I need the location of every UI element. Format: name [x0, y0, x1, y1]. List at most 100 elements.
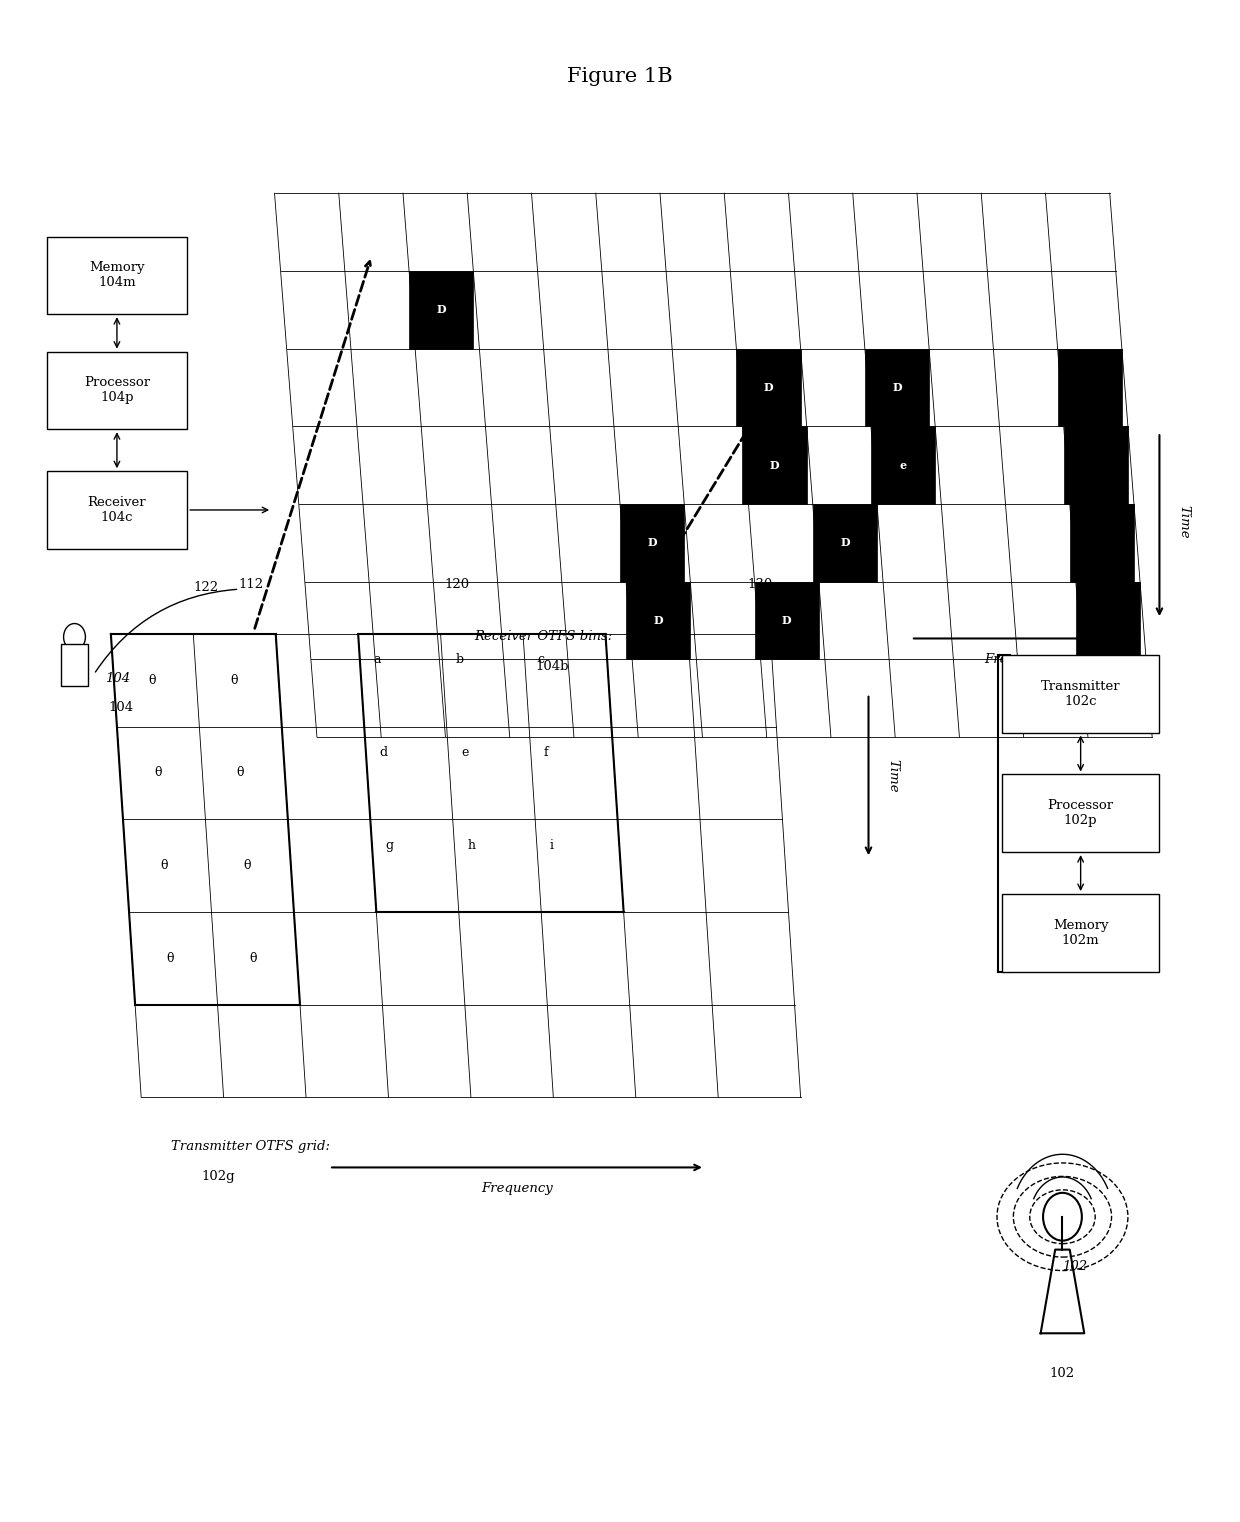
Text: Processor
104p: Processor 104p — [84, 376, 150, 405]
Bar — [123, 819, 206, 912]
Bar — [300, 1005, 382, 1097]
Bar — [812, 504, 877, 581]
Bar — [217, 1005, 300, 1097]
Bar — [465, 1005, 547, 1097]
Text: Memory
102m: Memory 102m — [1053, 919, 1109, 947]
Bar — [280, 271, 345, 349]
Bar — [870, 426, 935, 504]
Bar — [541, 912, 624, 1005]
Text: 130: 130 — [748, 578, 773, 591]
Text: b: b — [455, 653, 464, 667]
Bar — [491, 504, 556, 581]
Bar — [403, 193, 467, 271]
Text: Time: Time — [1178, 505, 1190, 539]
Bar — [351, 349, 415, 426]
Bar — [620, 504, 684, 581]
Text: D: D — [647, 537, 657, 548]
Text: θ: θ — [166, 951, 174, 965]
Bar — [376, 659, 439, 737]
Text: D: D — [770, 460, 780, 470]
Text: 104b: 104b — [536, 661, 569, 673]
Text: e: e — [461, 746, 469, 759]
Bar — [1064, 426, 1128, 504]
Bar — [474, 271, 538, 349]
Text: f: f — [544, 746, 548, 759]
Text: D: D — [782, 615, 791, 626]
Bar — [694, 726, 776, 819]
Bar — [459, 912, 541, 1005]
Bar — [941, 504, 1006, 581]
Bar — [1076, 581, 1140, 659]
FancyBboxPatch shape — [1002, 775, 1159, 852]
Bar — [439, 659, 503, 737]
Text: 122: 122 — [193, 581, 218, 594]
Bar — [624, 912, 706, 1005]
Bar — [274, 193, 339, 271]
Text: Memory
104m: Memory 104m — [89, 262, 145, 289]
Bar — [1070, 504, 1135, 581]
Text: D: D — [653, 615, 663, 626]
Text: Frequency: Frequency — [985, 653, 1056, 667]
Bar — [409, 271, 474, 349]
Bar — [737, 349, 801, 426]
Bar — [117, 726, 200, 819]
Bar — [358, 635, 440, 726]
Text: Time: Time — [887, 759, 900, 793]
Text: D: D — [893, 382, 901, 393]
Bar — [305, 581, 370, 659]
Bar — [467, 193, 532, 271]
Bar — [1070, 504, 1135, 581]
Bar — [299, 504, 363, 581]
Bar — [480, 349, 543, 426]
Bar — [538, 271, 601, 349]
Bar — [691, 581, 755, 659]
Text: 112: 112 — [238, 578, 263, 591]
Bar — [409, 271, 474, 349]
Text: 102: 102 — [1063, 1260, 1087, 1272]
Text: Receiver
104c: Receiver 104c — [88, 496, 146, 524]
Bar — [825, 659, 889, 737]
Bar — [632, 659, 697, 737]
Bar — [1018, 659, 1081, 737]
Bar — [701, 819, 782, 912]
Bar — [795, 271, 859, 349]
Bar — [807, 426, 870, 504]
Bar — [608, 349, 672, 426]
Bar — [870, 426, 935, 504]
Bar — [947, 581, 1012, 659]
Bar — [129, 912, 212, 1005]
Bar — [620, 504, 684, 581]
Bar — [453, 819, 536, 912]
Text: h: h — [467, 839, 476, 852]
Bar — [536, 819, 618, 912]
Text: 104: 104 — [105, 673, 130, 685]
Bar — [630, 1005, 712, 1097]
Bar — [311, 659, 376, 737]
Text: Frequency: Frequency — [481, 1183, 553, 1195]
Bar — [660, 193, 724, 271]
Bar — [1045, 193, 1110, 271]
Bar — [206, 819, 288, 912]
Text: θ: θ — [237, 767, 244, 779]
Bar — [923, 271, 987, 349]
Text: Transmitter OTFS grid:: Transmitter OTFS grid: — [171, 1140, 331, 1154]
Bar — [626, 581, 691, 659]
FancyBboxPatch shape — [61, 644, 88, 686]
Bar — [877, 504, 941, 581]
Bar — [110, 635, 193, 726]
Text: 102g: 102g — [202, 1170, 236, 1183]
FancyBboxPatch shape — [1002, 893, 1159, 971]
Bar — [999, 426, 1064, 504]
Bar — [1052, 271, 1116, 349]
Bar — [818, 581, 883, 659]
Bar — [345, 271, 409, 349]
Text: θ: θ — [160, 858, 167, 872]
Text: 120: 120 — [444, 578, 470, 591]
Bar — [601, 271, 666, 349]
Bar — [293, 426, 357, 504]
Text: θ: θ — [231, 674, 238, 686]
Bar — [382, 1005, 465, 1097]
Bar — [730, 271, 795, 349]
Bar — [626, 581, 691, 659]
Bar — [503, 659, 568, 737]
